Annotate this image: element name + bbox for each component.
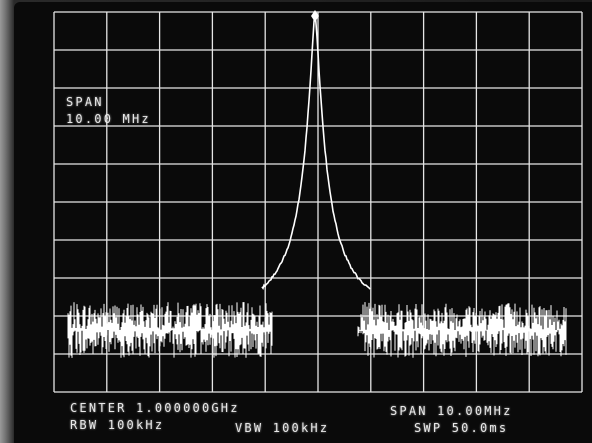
- analyzer-screen: [14, 2, 592, 443]
- span-value: 10.00 MHz: [66, 112, 151, 126]
- span-readout: SPAN 10.00MHz: [390, 404, 513, 418]
- span-label: SPAN: [66, 95, 104, 109]
- noise-floor-left: [67, 302, 273, 358]
- center-frequency: CENTER 1.000000GHz: [70, 401, 240, 415]
- sweep-time-readout: SWP 50.0ms: [414, 421, 509, 435]
- rbw-readout: RBW 100kHz: [70, 418, 165, 432]
- noise-floor-right: [357, 302, 567, 358]
- vbw-readout: VBW 100kHz: [235, 421, 330, 435]
- peak-marker-icon: [311, 10, 319, 22]
- signal-peak-trace: [261, 11, 371, 290]
